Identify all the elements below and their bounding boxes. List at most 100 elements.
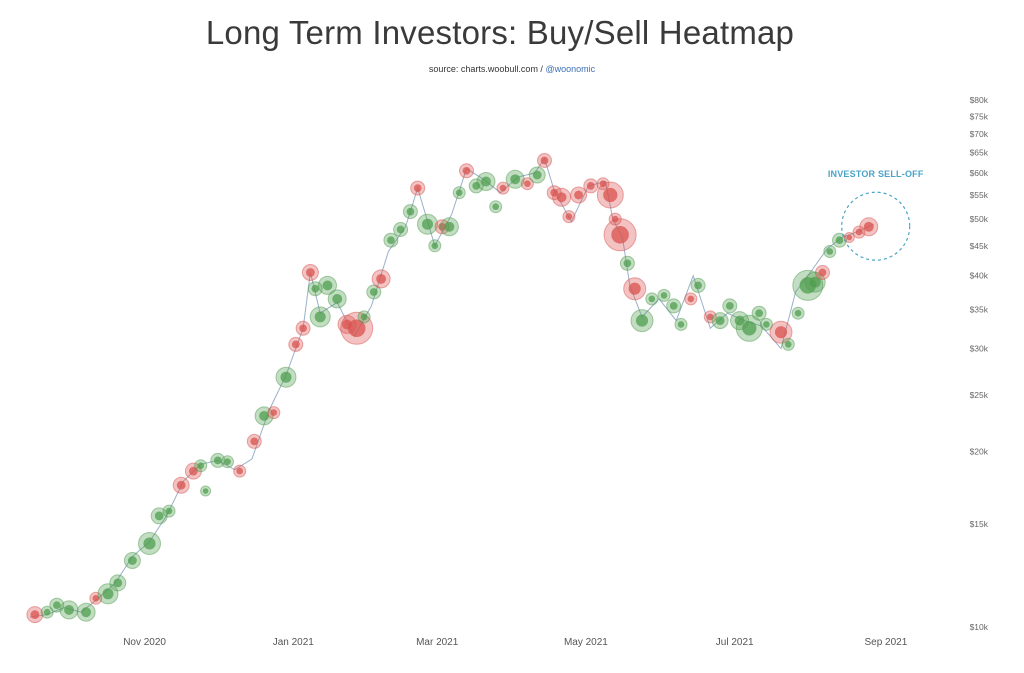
sell-bubble-core (291, 340, 300, 349)
buy-bubble-core (755, 309, 763, 318)
buy-bubble-core (113, 578, 123, 588)
buy-bubble-core (492, 203, 500, 210)
y-tick-label: $20k (970, 446, 989, 456)
sell-bubble-core (462, 166, 471, 175)
buy-bubble-core (742, 321, 757, 336)
buy-bubble-core (360, 313, 368, 321)
buy-bubble-core (369, 288, 378, 296)
buy-bubble-core (472, 182, 481, 190)
buy-bubble-core (396, 225, 405, 234)
sell-bubble-core (586, 182, 595, 190)
buy-bubble-core (197, 462, 204, 470)
y-tick-label: $50k (970, 214, 989, 224)
y-tick-label: $30k (970, 344, 989, 354)
sell-bubble-core (818, 268, 827, 277)
buy-bubble-core (127, 556, 137, 565)
sell-bubble-core (499, 184, 507, 192)
sell-bubble-core (299, 324, 307, 333)
buy-bubble-core (52, 601, 61, 610)
buy-bubble-core (794, 309, 802, 317)
sell-bubble-core (628, 282, 641, 295)
x-tick-label: Jul 2021 (716, 637, 754, 648)
chart-subtitle: source: charts.woobull.com / @woonomic (0, 64, 1024, 74)
buy-bubble-core (259, 410, 270, 421)
sell-bubble-core (236, 467, 243, 475)
sell-bubble-core (270, 409, 278, 416)
buy-bubble-core (826, 248, 834, 255)
buy-bubble-core (648, 295, 656, 303)
y-tick-label: $70k (970, 129, 989, 139)
buy-bubble-core (694, 281, 702, 290)
x-tick-label: May 2021 (564, 637, 608, 648)
sell-bubble-core (306, 268, 315, 277)
buy-bubble-core (406, 207, 415, 216)
buy-bubble-core (102, 588, 114, 600)
y-axis: $10k $15k $20k $25k $30k $35k $40k $45k $50k $55k… (970, 95, 989, 632)
buy-bubble-core (81, 607, 92, 618)
buy-bubble-core (143, 537, 156, 550)
x-tick-label: Jan 2021 (273, 637, 315, 648)
chart-title: Long Term Investors: Buy/Sell Heatmap (205, 14, 795, 51)
buy-bubble-core (725, 302, 734, 310)
y-tick-label: $80k (970, 95, 989, 105)
sell-bubble-core (250, 437, 259, 446)
buy-bubble-core (322, 280, 333, 291)
buy-bubble-core (455, 189, 463, 196)
author-handle-link[interactable]: @woonomic (545, 64, 596, 74)
sell-bubble-core (92, 595, 100, 602)
buy-bubble-core (532, 170, 542, 180)
buy-bubble-core (481, 176, 491, 187)
sell-bubble-core (413, 184, 422, 192)
buy-bubble-core (154, 511, 164, 521)
buy-bubble-core (763, 321, 770, 328)
buy-bubble-core (422, 218, 433, 230)
sell-bubble-core (556, 192, 567, 203)
source-text: source: charts.woobull.com / (428, 64, 546, 74)
sell-bubble-core (846, 234, 853, 241)
buy-bubble-core (311, 284, 320, 293)
y-tick-label: $15k (970, 519, 989, 529)
sell-bubble-core (176, 480, 186, 490)
x-tick-label: Nov 2020 (123, 637, 166, 648)
sell-bubble-core (524, 180, 531, 187)
x-axis: Nov 2020 Jan 2021 Mar 2021 May 2021 Jul 2021… (123, 637, 908, 648)
sell-bubble-core (687, 295, 695, 303)
buy-bubble-core (835, 236, 844, 245)
y-tick-label: $55k (970, 190, 989, 200)
y-tick-label: $25k (970, 390, 989, 400)
buy-bubble-core (332, 293, 343, 304)
annotation-label: INVESTOR SELL-OFF (828, 169, 924, 179)
sell-bubble-core (603, 187, 618, 203)
buy-bubble-core (64, 604, 74, 615)
buy-bubble-core (224, 458, 231, 466)
buy-bubble-core (510, 174, 521, 185)
y-tick-label: $35k (970, 305, 989, 315)
buy-bubble-core (809, 276, 821, 288)
buy-bubble-core (213, 456, 222, 465)
y-tick-label: $65k (970, 148, 989, 158)
sell-bubble-core (863, 221, 874, 232)
buy-bubble-core (202, 488, 209, 494)
buy-bubble-core (165, 507, 173, 515)
sell-bubble-core (574, 190, 583, 200)
sell-bubble-core (30, 610, 40, 619)
bubble-layer (26, 153, 879, 624)
buy-bubble-core (444, 221, 455, 232)
buy-bubble-core (669, 302, 678, 310)
sell-bubble-core (347, 319, 366, 338)
buy-bubble-core (660, 292, 668, 299)
y-tick-label: $60k (970, 168, 989, 178)
y-tick-label: $45k (970, 241, 989, 251)
buy-bubble-core (43, 608, 51, 616)
buy-bubble-core (623, 259, 632, 268)
sell-bubble-core (611, 226, 629, 244)
buy-bubble-core (431, 242, 439, 250)
sell-bubble-core (376, 273, 387, 284)
y-tick-label: $40k (970, 271, 989, 281)
annotation-layer: INVESTOR SELL-OFF (828, 169, 924, 261)
x-tick-label: Mar 2021 (416, 637, 459, 648)
buy-bubble-core (785, 341, 792, 348)
y-tick-label: $75k (970, 111, 989, 121)
buy-bubble-core (677, 321, 685, 328)
